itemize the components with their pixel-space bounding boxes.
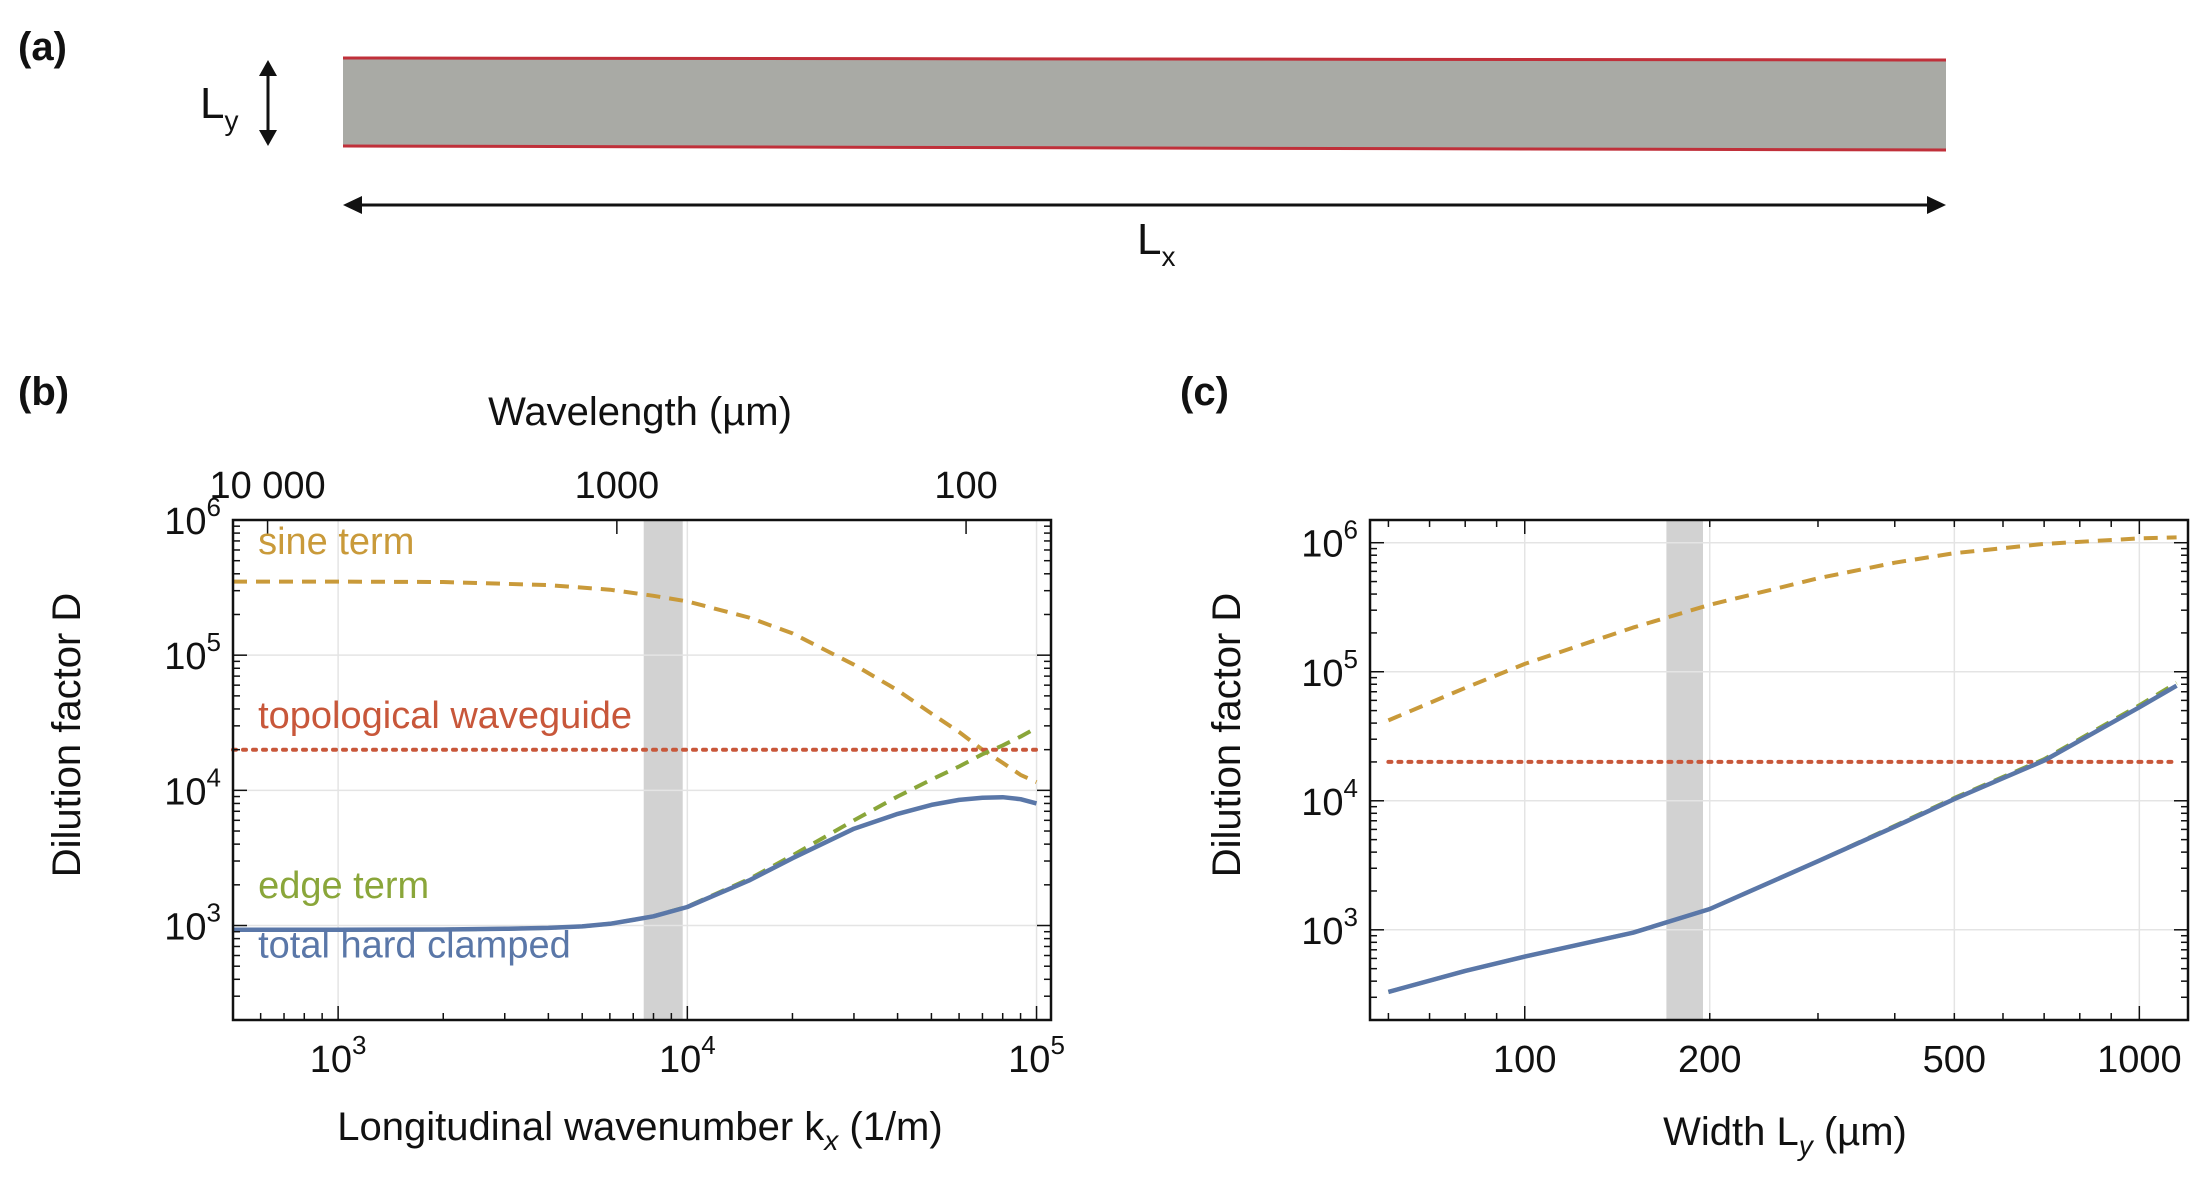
x-tick-label: 103	[310, 1030, 367, 1081]
chart-b: 103 104 105 106 103 104 105 10 000 1000 100 sine …	[45, 390, 1065, 1156]
panel-label-b: (b)	[18, 370, 69, 414]
y-tick-label: 106	[164, 492, 221, 543]
annotation-topological-waveguide: topological waveguide	[258, 695, 632, 737]
y-tick-label: 104	[1301, 773, 1358, 824]
top-tick-label: 100	[934, 465, 997, 507]
ly-label: Ly	[200, 79, 238, 136]
membrane-strip	[343, 58, 1946, 150]
x-tick-label: 200	[1678, 1039, 1741, 1081]
top-axis-label: Wavelength (µm)	[488, 390, 792, 434]
x-axis-label: Width Ly (µm)	[1663, 1110, 1907, 1161]
plot-frame	[231, 518, 1053, 1022]
panel-label-a: (a)	[18, 25, 67, 69]
y-tick-label: 104	[164, 762, 221, 813]
panel-label-c: (c)	[1180, 370, 1229, 414]
bottom-edge-line	[342, 144, 1947, 152]
series-line-sine-term	[1387, 535, 2177, 723]
y-axis-label: Dilution factor D	[1205, 593, 1249, 878]
plot-frame	[1368, 518, 2190, 1022]
y-tick-label: 105	[1301, 644, 1358, 695]
y-tick-label: 106	[1301, 515, 1358, 566]
annotation-total-hard-clamped: total hard clamped	[258, 924, 571, 966]
tick-labels: 103 104 105 106 103 104 105 10 000 1000 100	[164, 465, 1065, 1081]
tick-labels: 103 104 105 106 100 200 500 1000	[1301, 515, 2181, 1081]
shaded-band	[643, 520, 683, 1020]
top-tick-label: 1000	[575, 465, 660, 507]
series-group	[231, 579, 1039, 933]
series-annotations: sine term topological waveguide edge term t…	[258, 521, 632, 966]
series-line-total-hard-clamped	[1387, 683, 2178, 995]
series-group	[1386, 535, 2179, 995]
x-tick-label: 105	[1008, 1030, 1065, 1081]
x-tick-label: 104	[659, 1030, 716, 1081]
annotation-edge-term: edge term	[258, 865, 429, 907]
series-line-sine-term	[233, 579, 1038, 784]
schematic: Ly Lx	[200, 56, 1947, 272]
ly-arrow	[259, 60, 277, 146]
tick-marks	[232, 519, 1051, 1021]
x-tick-label: 100	[1493, 1039, 1556, 1081]
x-tick-label: 500	[1923, 1039, 1986, 1081]
top-tick-label: 10 000	[209, 465, 325, 507]
tick-marks	[1370, 520, 2188, 1021]
gridlines	[1370, 520, 2188, 1020]
x-axis-label: Longitudinal wavenumber kx (1/m)	[337, 1105, 942, 1156]
lx-label: Lx	[1137, 215, 1175, 272]
y-axis-label: Dilution factor D	[45, 593, 89, 878]
top-edge-line	[342, 56, 1947, 62]
y-tick-label: 103	[164, 898, 221, 949]
lx-arrow	[343, 196, 1946, 214]
annotation-sine-term: sine term	[258, 521, 414, 563]
y-tick-label: 105	[164, 627, 221, 678]
y-tick-label: 103	[1301, 902, 1358, 953]
series-line-edge-term	[1387, 681, 2178, 994]
x-tick-label: 1000	[2097, 1039, 2182, 1081]
series-line-total-hard-clamped	[233, 794, 1038, 933]
shaded-band	[1666, 520, 1704, 1020]
